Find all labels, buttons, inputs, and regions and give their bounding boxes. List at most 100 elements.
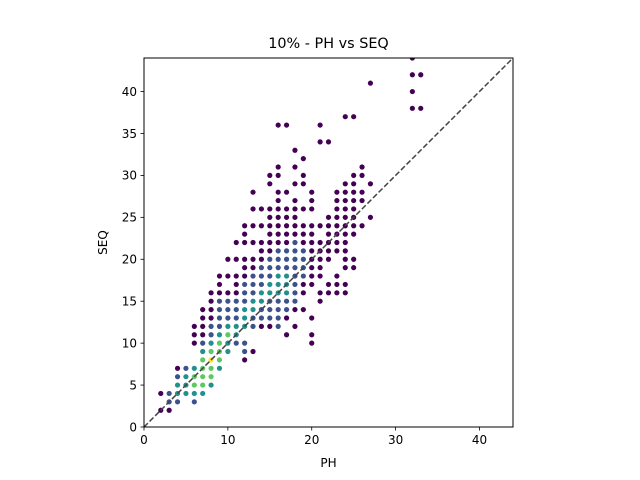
data-point xyxy=(300,306,306,313)
data-point xyxy=(409,58,415,61)
data-point xyxy=(300,273,306,279)
data-point xyxy=(250,281,256,288)
data-point xyxy=(258,248,265,254)
data-point xyxy=(258,290,265,296)
data-point xyxy=(258,256,265,262)
data-point xyxy=(267,273,273,279)
data-point xyxy=(225,306,231,313)
data-point xyxy=(174,382,181,388)
data-point xyxy=(225,315,231,321)
data-point xyxy=(216,323,223,329)
data-point xyxy=(158,390,164,397)
data-point xyxy=(325,139,332,145)
data-point xyxy=(300,206,306,212)
data-point xyxy=(191,382,197,388)
data-point xyxy=(216,281,223,288)
data-point xyxy=(275,256,281,262)
data-point xyxy=(342,197,348,204)
x-tick-label: 40 xyxy=(472,433,487,447)
data-point xyxy=(367,214,374,220)
data-point xyxy=(418,105,424,111)
data-point xyxy=(292,256,298,262)
data-point xyxy=(216,365,223,371)
data-point xyxy=(275,239,281,246)
data-point xyxy=(267,256,273,262)
data-point xyxy=(233,340,239,346)
data-point xyxy=(191,390,197,397)
data-point xyxy=(242,223,248,229)
data-point xyxy=(283,231,290,237)
data-point xyxy=(242,340,248,346)
y-tick-label: 10 xyxy=(122,336,137,350)
data-point xyxy=(208,374,214,380)
data-point xyxy=(200,332,206,338)
data-point xyxy=(208,365,214,371)
data-point xyxy=(233,239,239,246)
data-point xyxy=(309,315,315,321)
data-point xyxy=(292,206,298,212)
data-point xyxy=(300,248,306,254)
data-point xyxy=(283,239,290,246)
data-point xyxy=(208,340,214,346)
data-point xyxy=(225,290,231,296)
data-point xyxy=(325,248,332,254)
data-point xyxy=(208,306,214,313)
data-point xyxy=(351,189,357,195)
data-point xyxy=(233,273,239,279)
data-point xyxy=(275,164,281,170)
data-point xyxy=(208,290,214,296)
data-point xyxy=(267,206,273,212)
data-point xyxy=(275,248,281,254)
data-point xyxy=(267,231,273,237)
data-point xyxy=(283,332,290,338)
data-point xyxy=(283,206,290,212)
data-point xyxy=(283,189,290,195)
data-point xyxy=(342,214,348,220)
data-point xyxy=(250,256,256,262)
data-point xyxy=(242,256,248,262)
data-point xyxy=(309,265,315,271)
plot-area: 0 10 20 30 40 0 5 10 15 20 25 30 35 40 xyxy=(122,57,514,447)
data-point xyxy=(216,298,223,304)
x-tick-label: 10 xyxy=(220,433,235,447)
data-point xyxy=(258,298,265,304)
data-point xyxy=(233,256,239,262)
data-point xyxy=(267,223,273,229)
x-tick-label: 30 xyxy=(388,433,403,447)
data-point xyxy=(250,223,256,229)
data-point xyxy=(334,281,340,288)
data-point xyxy=(283,290,290,296)
data-point xyxy=(292,265,298,271)
data-point xyxy=(267,306,273,313)
data-point xyxy=(325,281,332,288)
data-point xyxy=(166,407,172,413)
data-point xyxy=(258,239,265,246)
data-point xyxy=(250,265,256,271)
data-point xyxy=(317,298,323,304)
data-point xyxy=(258,323,265,329)
data-point xyxy=(216,273,223,279)
data-point xyxy=(275,172,281,179)
x-tick-label: 0 xyxy=(140,433,148,447)
data-point xyxy=(418,72,424,78)
data-point xyxy=(200,315,206,321)
data-point xyxy=(342,256,348,262)
data-point xyxy=(317,290,323,296)
data-point xyxy=(258,315,265,321)
data-point xyxy=(325,290,332,296)
data-point xyxy=(275,315,281,321)
data-point xyxy=(267,265,273,271)
data-point xyxy=(242,315,248,321)
x-tick-label: 20 xyxy=(304,433,319,447)
data-point xyxy=(351,114,357,120)
data-point xyxy=(317,256,323,262)
data-point xyxy=(292,298,298,304)
data-point xyxy=(267,315,273,321)
data-point xyxy=(317,223,323,229)
y-axis-label: SEQ xyxy=(96,230,110,255)
data-point xyxy=(267,181,273,187)
data-point xyxy=(367,80,374,86)
y-axis-ticks: 0 5 10 15 20 25 30 35 40 xyxy=(122,85,144,434)
data-point xyxy=(267,323,273,329)
data-point xyxy=(233,281,239,288)
